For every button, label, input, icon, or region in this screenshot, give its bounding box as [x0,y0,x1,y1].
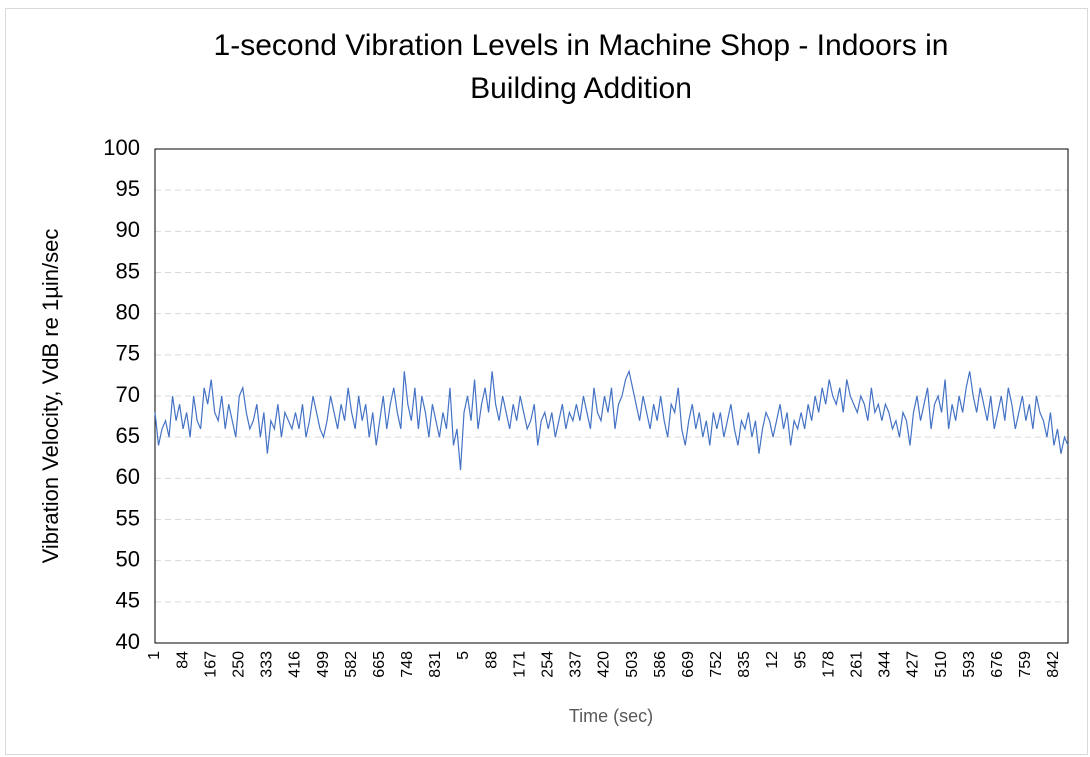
y-tick-label: 45 [116,588,140,613]
x-tick-label: 5 [455,651,472,660]
x-tick-label: 676 [989,651,1006,678]
x-tick-label: 427 [905,651,922,678]
y-tick-label: 100 [103,135,140,160]
x-tick-label: 752 [708,651,725,678]
y-tick-label: 60 [116,464,140,489]
x-tick-label: 499 [315,651,332,678]
y-tick-label: 55 [116,505,140,530]
y-tick-label: 85 [116,258,140,283]
x-tick-label: 503 [624,651,641,678]
chart-title: 1-second Vibration Levels in Machine Sho… [214,29,949,62]
y-tick-label: 70 [116,382,140,407]
x-axis-label: Time (sec) [569,706,653,726]
x-tick-label: 748 [399,651,416,678]
x-tick-label: 586 [652,651,669,678]
x-tick-label: 835 [736,651,753,678]
y-tick-label: 75 [116,341,140,366]
x-tick-label: 593 [961,651,978,678]
x-tick-label: 254 [540,651,557,678]
y-tick-label: 95 [116,176,140,201]
x-tick-label: 759 [1017,651,1034,678]
chart-border [5,8,1088,755]
x-tick-label: 1 [146,651,163,660]
x-tick-label: 337 [568,651,585,678]
y-tick-label: 80 [116,299,140,324]
x-tick-label: 416 [287,651,304,678]
y-tick-label: 90 [116,217,140,242]
data-line [154,369,1069,471]
x-tick-label: 178 [820,651,837,678]
x-tick-label: 88 [483,651,500,669]
y-tick-label: 65 [116,423,140,448]
x-tick-label: 665 [371,651,388,678]
x-tick-label: 12 [764,651,781,669]
plot-border [154,148,1069,644]
x-tick-label: 669 [680,651,697,678]
x-tick-label: 171 [511,651,528,678]
x-tick-label: 842 [1045,651,1062,678]
x-tick-label: 261 [849,651,866,678]
y-tick-label: 40 [116,629,140,654]
y-tick-label: 50 [116,546,140,571]
x-tick-label: 167 [202,651,219,678]
x-tick-label: 250 [230,651,247,678]
y-axis-label: Vibration Velocity, VdB re 1µin/sec [38,229,63,564]
x-tick-label: 84 [174,651,191,669]
x-tick-label: 344 [877,651,894,678]
x-tick-label: 582 [343,651,360,678]
x-tick-label: 510 [933,651,950,678]
chart-title: Building Addition [470,72,692,105]
x-tick-label: 95 [792,651,809,669]
x-tick-label: 420 [596,651,613,678]
x-tick-label: 831 [427,651,444,678]
x-tick-label: 333 [259,651,276,678]
